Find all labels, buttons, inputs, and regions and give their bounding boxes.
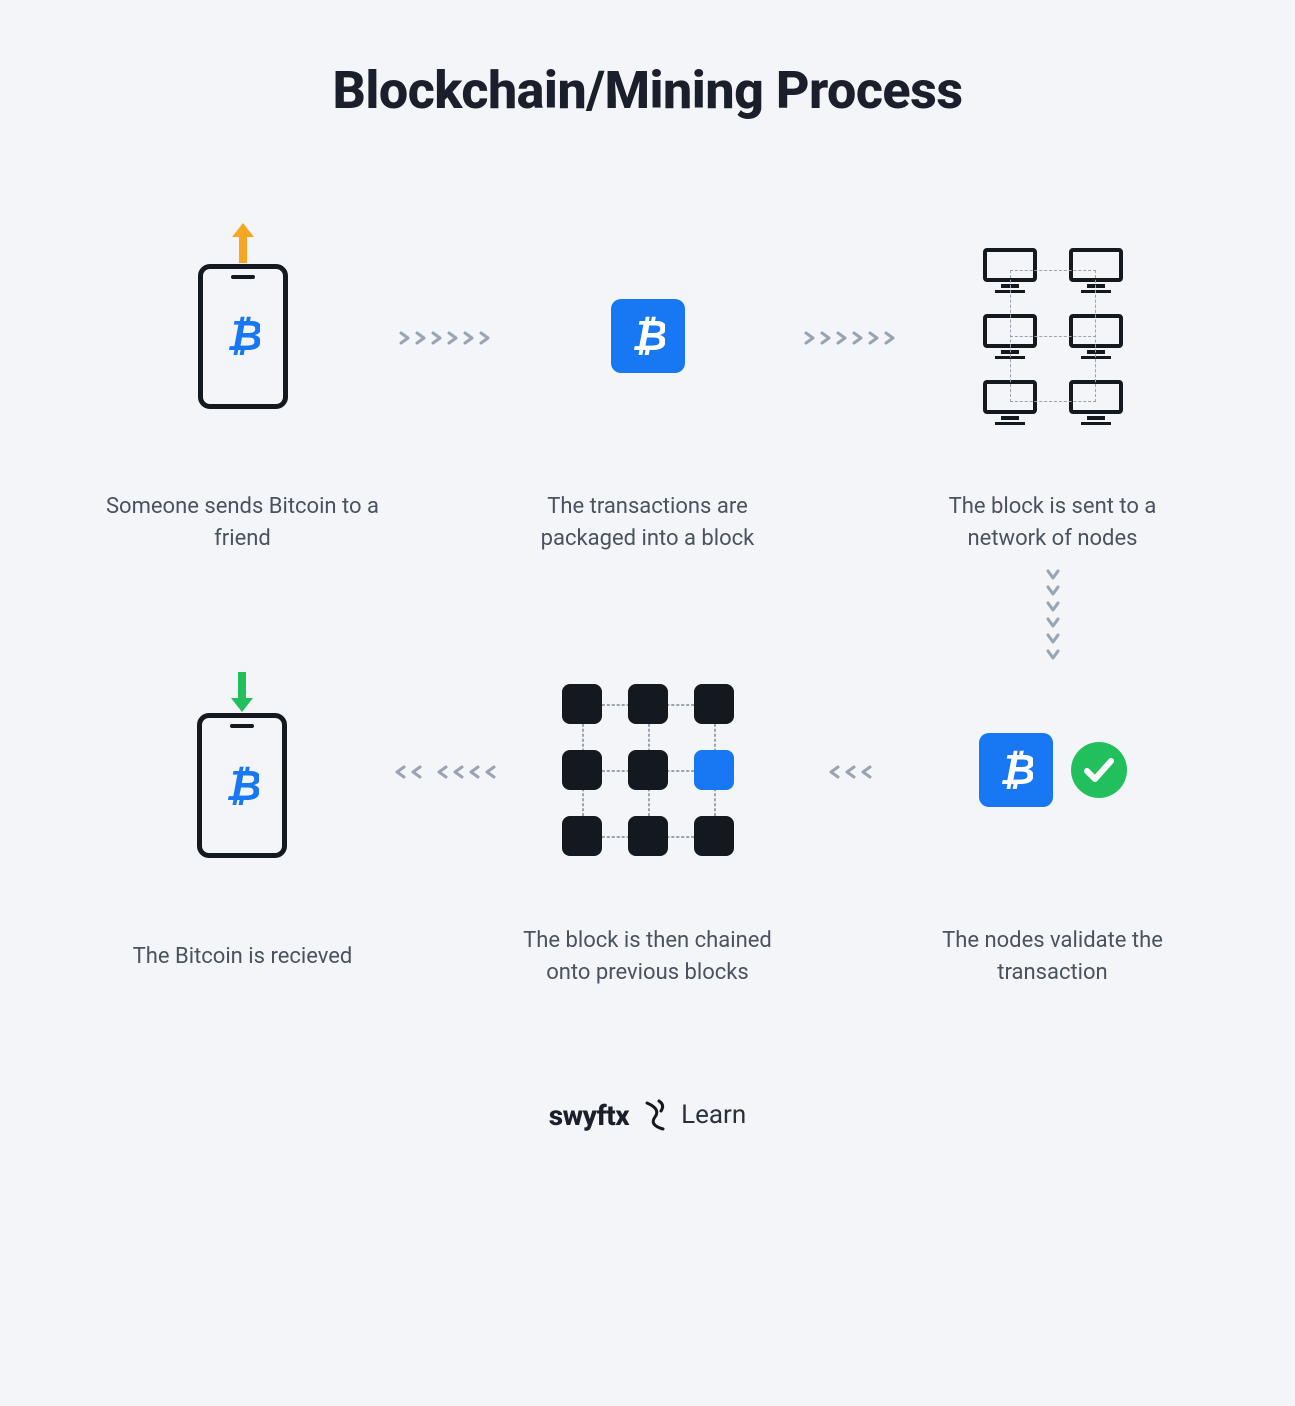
arrow-up-icon bbox=[230, 221, 256, 269]
phone-icon: ₿ bbox=[197, 713, 287, 858]
step-caption: The block is sent to a network of nodes bbox=[913, 491, 1193, 555]
step-send: ₿ Someone sends Bitcoin to a friend bbox=[103, 241, 383, 555]
check-circle-icon bbox=[1071, 742, 1127, 798]
arrow-left bbox=[394, 765, 496, 779]
step-caption: The Bitcoin is recieved bbox=[133, 941, 353, 973]
chain-illustration bbox=[562, 675, 734, 865]
network-illustration bbox=[979, 241, 1127, 431]
step-caption: The transactions are packaged into a blo… bbox=[508, 491, 788, 555]
step-caption: The nodes validate the transaction bbox=[913, 925, 1193, 989]
svg-text:₿: ₿ bbox=[631, 314, 665, 358]
footer-brand: swyftx Learn bbox=[80, 1099, 1215, 1132]
svg-text:₿: ₿ bbox=[226, 764, 260, 808]
swyftx-logo-icon bbox=[641, 1099, 669, 1131]
validate-illustration: ₿ bbox=[979, 675, 1127, 865]
bitcoin-icon: ₿ bbox=[999, 748, 1033, 792]
phone-icon: ₿ bbox=[198, 264, 288, 409]
brand-sub: Learn bbox=[681, 1100, 746, 1130]
monitor-grid-icon bbox=[979, 244, 1127, 428]
arrow-left bbox=[828, 765, 872, 779]
block-illustration: ₿ bbox=[611, 241, 685, 431]
brand-name: swyftx bbox=[549, 1099, 629, 1132]
process-grid: ₿ Someone sends Bitcoin to a friend ₿ Th… bbox=[80, 241, 1215, 989]
bitcoin-icon: ₿ bbox=[225, 764, 259, 808]
step-validate: ₿ The nodes validate the transaction bbox=[913, 675, 1193, 989]
step-package: ₿ The transactions are packaged into a b… bbox=[508, 241, 788, 555]
block-icon: ₿ bbox=[611, 299, 685, 373]
monitor-icon bbox=[1065, 376, 1127, 428]
arrow-right bbox=[399, 331, 491, 345]
chain-grid-icon bbox=[562, 684, 734, 856]
phone-send-illustration: ₿ bbox=[198, 241, 288, 431]
bitcoin-icon: ₿ bbox=[226, 314, 260, 358]
step-caption: The block is then chained onto previous … bbox=[508, 925, 788, 989]
arrow-down-icon bbox=[229, 670, 255, 718]
step-receive: ₿ The Bitcoin is recieved bbox=[133, 691, 353, 973]
svg-text:₿: ₿ bbox=[226, 314, 260, 358]
monitor-icon bbox=[1065, 244, 1127, 296]
block-icon: ₿ bbox=[979, 733, 1053, 807]
step-broadcast: The block is sent to a network of nodes bbox=[913, 241, 1193, 555]
svg-text:₿: ₿ bbox=[999, 748, 1033, 792]
phone-receive-illustration: ₿ bbox=[197, 691, 287, 881]
arrow-right bbox=[804, 331, 896, 345]
step-caption: Someone sends Bitcoin to a friend bbox=[103, 491, 383, 555]
arrow-down bbox=[1046, 555, 1060, 675]
bitcoin-icon: ₿ bbox=[631, 314, 665, 358]
page-title: Blockchain/Mining Process bbox=[80, 60, 1215, 121]
step-chain: The block is then chained onto previous … bbox=[508, 675, 788, 989]
monitor-icon bbox=[1065, 310, 1127, 362]
